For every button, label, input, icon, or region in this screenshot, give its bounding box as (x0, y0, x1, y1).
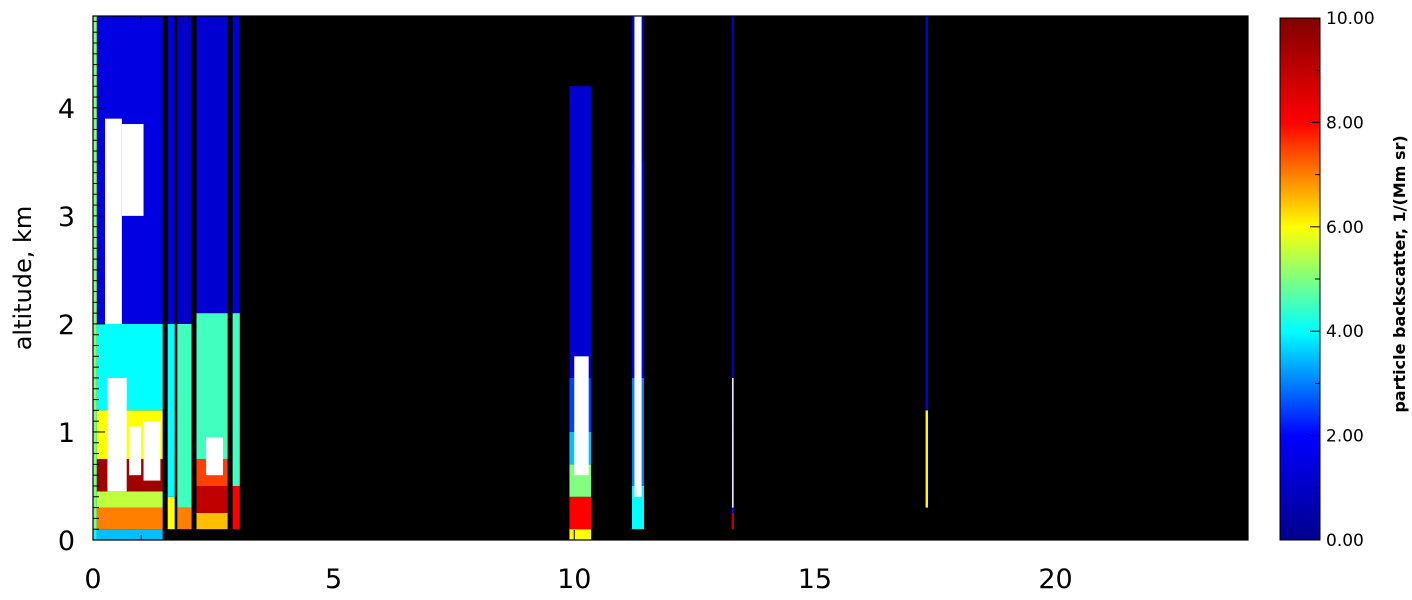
backscatter-cell (177, 323, 192, 508)
saturated-region (574, 356, 589, 476)
backscatter-cell (96, 323, 163, 411)
y-tick-label: 3 (58, 202, 75, 233)
backscatter-cell (196, 512, 228, 530)
backscatter-cell (96, 507, 163, 530)
data-column (232, 16, 240, 530)
y-axis-label: altitude, km (9, 206, 37, 351)
backscatter-cell (93, 16, 97, 530)
backscatter-cell (167, 323, 175, 497)
backscatter-cell (196, 16, 228, 314)
backscatter-cell (93, 529, 97, 540)
saturated-region (634, 16, 642, 497)
colorbar-tick-label: 2.00 (1326, 427, 1364, 447)
backscatter-cell (925, 16, 928, 411)
colorbar: 0.00 2.00 4.00 6.00 8.00 10.00 (1279, 9, 1375, 551)
backscatter-cell (167, 16, 175, 324)
backscatter-cell (96, 529, 163, 540)
backscatter-cell (232, 485, 240, 530)
saturated-region (206, 437, 223, 476)
data-gap (174, 16, 178, 540)
backscatter-cell (167, 496, 175, 530)
saturated-region (143, 421, 161, 481)
y-axis: 0 1 2 3 4 (58, 20, 1248, 557)
backscatter-cell (569, 86, 592, 378)
data-column (177, 16, 192, 530)
backscatter-cell (196, 313, 228, 459)
data-column (93, 16, 97, 540)
x-tick-label: 10 (557, 564, 591, 595)
plot-area (93, 16, 1248, 540)
x-tick-label: 0 (84, 564, 101, 595)
plot-background (93, 16, 1248, 540)
data-gap (227, 16, 233, 540)
data-gap (191, 16, 197, 540)
colorbar-gradient (1279, 17, 1321, 541)
x-tick-label: 15 (798, 564, 832, 595)
backscatter-cell (925, 410, 928, 508)
colorbar-tick-label: 8.00 (1326, 113, 1364, 133)
data-column (167, 16, 175, 530)
x-tick-label: 20 (1038, 564, 1072, 595)
colorbar-label: particle backscatter, 1/(Mm sr) (1390, 135, 1409, 412)
y-tick-label: 2 (58, 310, 75, 341)
saturated-region (105, 118, 122, 324)
backscatter-cell (731, 16, 735, 432)
saturated-region (129, 426, 142, 476)
backscatter-cell (177, 16, 192, 324)
backscatter-cell (196, 485, 228, 513)
backscatter-cell (569, 496, 592, 530)
y-tick-label: 4 (58, 94, 75, 125)
y-tick-label: 0 (58, 526, 75, 557)
x-tick-label: 5 (325, 564, 342, 595)
backscatter-cell (569, 529, 592, 540)
colorbar-tick-label: 4.00 (1326, 322, 1364, 342)
colorbar-tick-label: 10.00 (1326, 9, 1375, 29)
saturated-region (107, 377, 127, 492)
backscatter-cell (96, 491, 163, 508)
colorbar-tick-label: 0.00 (1326, 531, 1364, 551)
backscatter-cell (731, 512, 735, 530)
data-gap (162, 16, 168, 540)
backscatter-cell (232, 16, 240, 314)
saturated-region (121, 124, 144, 216)
y-tick-label: 1 (58, 418, 75, 449)
backscatter-cell (232, 313, 240, 486)
backscatter-cell (177, 507, 192, 530)
data-column (196, 16, 228, 530)
saturated-region (732, 377, 734, 508)
x-axis: 0 5 10 15 20 (84, 16, 1249, 595)
data-column (925, 16, 928, 508)
colorbar-tick-label: 6.00 (1326, 218, 1364, 238)
